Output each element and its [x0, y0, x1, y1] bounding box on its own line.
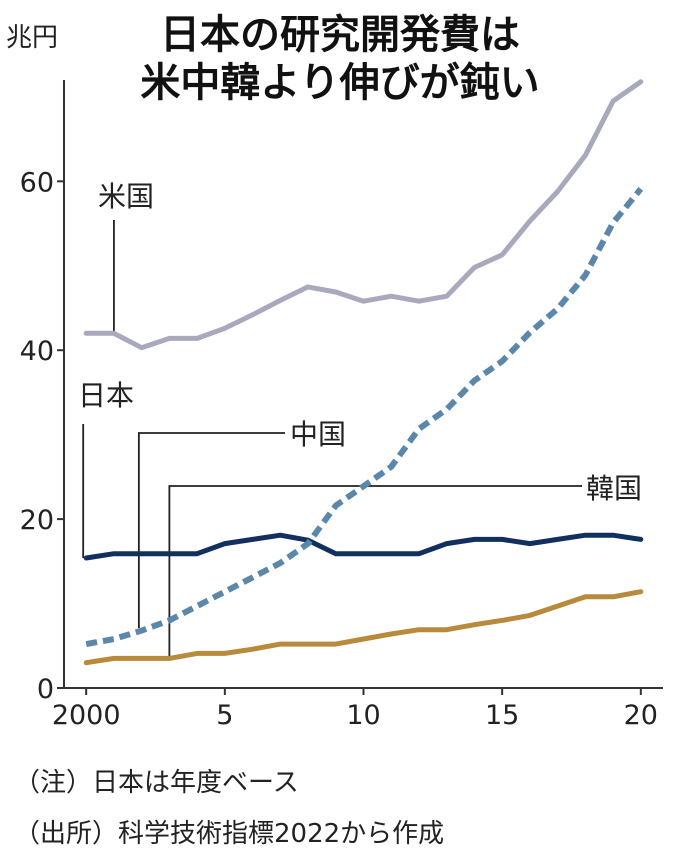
series-label-china: 中国: [290, 418, 346, 451]
leader-china: [137, 432, 285, 629]
series-line-japan: [83, 532, 644, 561]
series-label-japan: 日本: [78, 379, 134, 412]
note-japan-fiscal-year: （注）日本は年度ベース: [14, 768, 299, 798]
series-label-us: 米国: [98, 180, 154, 213]
chart-title-line-2: 米中韓より伸びが鈍い: [140, 60, 539, 106]
note-source: （出所）科学技術指標2022から作成: [14, 819, 444, 849]
series-line-us: [83, 79, 644, 351]
y-axis-unit: 兆円: [6, 23, 58, 53]
x-tick-label: 20: [624, 700, 658, 731]
leader-korea: [168, 485, 582, 659]
series-line-korea: [83, 589, 644, 666]
x-tick-label: 2000: [52, 700, 121, 731]
x-tick-label: 10: [346, 700, 380, 731]
x-tick-label: 5: [216, 700, 233, 731]
x-tick-label: 15: [485, 700, 519, 731]
series-lines: [83, 79, 644, 666]
y-tick-label: 40: [20, 336, 54, 367]
series-label-korea: 韓国: [586, 472, 642, 505]
y-tick-label: 0: [37, 674, 54, 705]
y-tick-label: 20: [20, 505, 54, 536]
series-line-china: [85, 186, 644, 648]
series-leader-lines: [82, 220, 582, 659]
chart-title-line-1: 日本の研究開発費は: [160, 12, 520, 58]
axes: 0 20 40 60 2000 5 10 15 20: [20, 80, 663, 731]
y-tick-label: 60: [20, 167, 54, 198]
